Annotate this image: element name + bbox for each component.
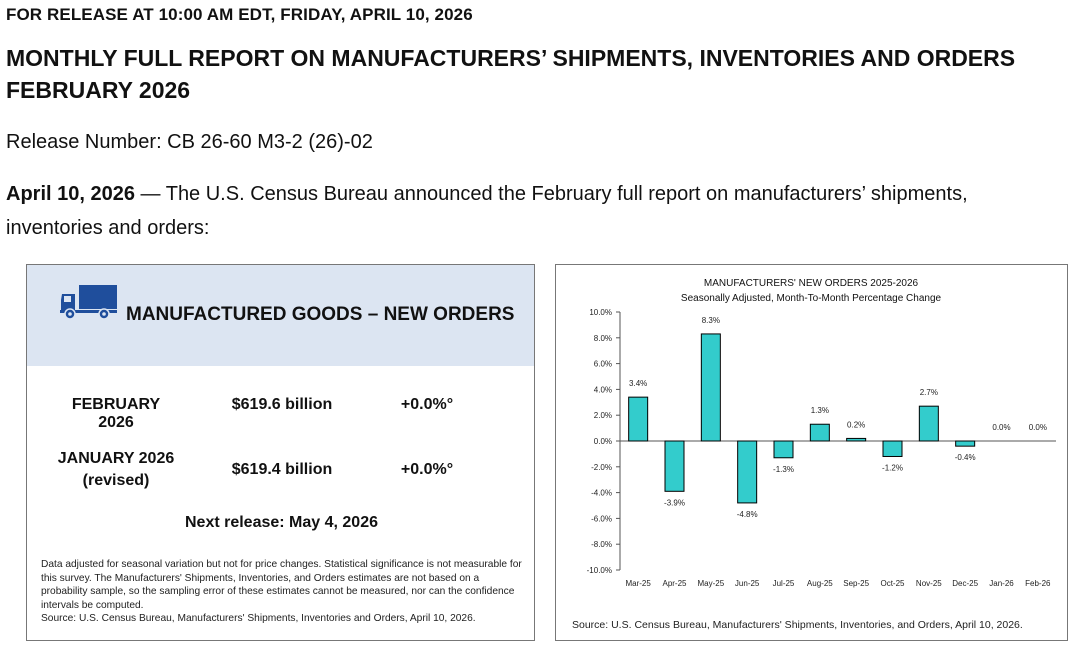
row-feb-change: +0.0%°	[400, 396, 454, 413]
release-timestamp: FOR RELEASE AT 10:00 AM EDT, FRIDAY, APR…	[6, 5, 473, 24]
x-tick-label: Jul-25	[773, 579, 795, 588]
bar-jul-25	[773, 440, 794, 459]
bar-mar-25	[628, 396, 649, 442]
chart-labels: 3.4% Mar-25 -3.9% Apr-25 8.3% May-25 -4.8% Jun-…	[625, 316, 1051, 588]
data-label-jan-26: 0.0%	[992, 423, 1010, 432]
data-label-apr-25: -3.9%	[664, 498, 685, 507]
bar-oct-25	[882, 440, 903, 457]
data-label-mar-25: 3.4%	[629, 379, 647, 388]
data-label-dec-25: -0.4%	[955, 453, 976, 462]
bar-may-25	[700, 333, 721, 442]
summary-panel-header: MANUFACTURED GOODS – NEW ORDERS	[27, 265, 534, 366]
row-jan-value: $619.4 billion	[231, 461, 333, 478]
data-label-jul-25: -1.3%	[773, 465, 794, 474]
y-tick-label: 2.0%	[594, 411, 612, 420]
page-title-line-2: FEBRUARY 2026	[6, 77, 191, 103]
y-tick-label: 6.0%	[594, 360, 612, 369]
chart-subtitle: Seasonally Adjusted, Month-To-Month Perc…	[681, 293, 942, 304]
release-number: Release Number: CB 26-60 M3-2 (26)-02	[6, 131, 373, 153]
summary-panel-title: MANUFACTURED GOODS – NEW ORDERS	[126, 304, 515, 325]
page-title: MONTHLY FULL REPORT ON MANUFACTURERS’ SH…	[6, 42, 1076, 106]
intro-paragraph: April 10, 2026 — The U.S. Census Bureau …	[6, 177, 1046, 245]
y-tick-label: -6.0%	[591, 514, 612, 523]
new-orders-chart-panel: MANUFACTURERS' NEW ORDERS 2025-2026 Seas…	[555, 264, 1068, 641]
x-tick-label: Nov-25	[916, 579, 942, 588]
x-tick-label: Sep-25	[843, 579, 869, 588]
next-release-date: Next release: May 4, 2026	[184, 514, 378, 531]
new-orders-bar-chart: MANUFACTURERS' NEW ORDERS 2025-2026 Seas…	[587, 278, 1056, 588]
row-jan-change: +0.0%°	[400, 461, 454, 478]
chart-bars	[628, 333, 976, 504]
y-tick-label: 10.0%	[589, 308, 612, 317]
chart-title: MANUFACTURERS' NEW ORDERS 2025-2026	[704, 278, 919, 289]
data-label-sep-25: 0.2%	[847, 420, 865, 429]
x-tick-label: Dec-25	[952, 579, 978, 588]
bar-jun-25	[737, 440, 758, 504]
y-tick-label: -10.0%	[587, 566, 612, 575]
x-tick-label: Jun-25	[735, 579, 760, 588]
chart-axes: 10.0% 8.0% 6.0% 4.0% 2.0% 0.0% -2.0% -4.0% -6.0%…	[587, 308, 1056, 575]
x-tick-label: Mar-25	[625, 579, 651, 588]
intro-date: April 10, 2026	[6, 183, 135, 205]
data-label-feb-26: 0.0%	[1029, 423, 1047, 432]
row-feb-period: FEBRUARY 2026	[71, 396, 161, 431]
bar-nov-25	[918, 405, 939, 442]
y-tick-label: 4.0%	[594, 385, 612, 394]
x-tick-label: Oct-25	[880, 579, 905, 588]
bar-apr-25	[664, 440, 685, 492]
chart-source: Source: U.S. Census Bureau, Manufacturer…	[572, 619, 1023, 631]
x-tick-label: Aug-25	[807, 579, 833, 588]
data-label-nov-25: 2.7%	[920, 388, 938, 397]
data-label-oct-25: -1.2%	[882, 463, 903, 472]
bar-aug-25	[809, 423, 830, 442]
data-label-aug-25: 1.3%	[811, 406, 829, 415]
summary-footnote: Data adjusted for seasonal variation but…	[41, 558, 525, 626]
y-tick-label: 0.0%	[594, 437, 612, 446]
bar-sep-25	[846, 437, 867, 442]
data-label-may-25: 8.3%	[702, 316, 720, 325]
row-jan-period-note: (revised)	[82, 472, 150, 489]
new-orders-summary-panel: MANUFACTURED GOODS – NEW ORDERS FEBRUARY…	[26, 264, 535, 641]
y-tick-label: -8.0%	[591, 540, 612, 549]
x-tick-label: Jan-26	[989, 579, 1014, 588]
row-jan-period: JANUARY 2026	[57, 450, 175, 467]
y-tick-label: 8.0%	[594, 334, 612, 343]
intro-text: — The U.S. Census Bureau announced the F…	[6, 183, 968, 239]
page-title-line-1: MONTHLY FULL REPORT ON MANUFACTURERS’ SH…	[6, 45, 1016, 71]
y-tick-label: -4.0%	[591, 489, 612, 498]
y-tick-label: -2.0%	[591, 463, 612, 472]
footnote-text: Data adjusted for seasonal variation but…	[41, 559, 522, 611]
footnote-source: Source: U.S. Census Bureau, Manufacturer…	[41, 613, 476, 624]
data-label-jun-25: -4.8%	[737, 510, 758, 519]
row-feb-value: $619.6 billion	[231, 396, 333, 413]
x-tick-label: Apr-25	[662, 579, 687, 588]
x-tick-label: Feb-26	[1025, 579, 1051, 588]
truck-icon	[60, 285, 117, 320]
x-tick-label: May-25	[697, 579, 724, 588]
bar-dec-25	[955, 440, 976, 447]
